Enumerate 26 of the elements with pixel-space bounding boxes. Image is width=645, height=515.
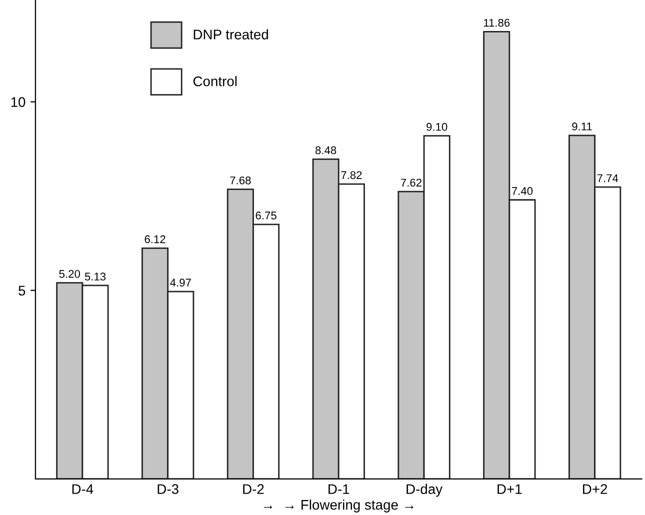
text: 7.82 — [341, 171, 362, 180]
x-tick-label: D-4 — [72, 484, 94, 494]
text: 6.12 — [144, 235, 166, 244]
x-tick-label: D-3 — [158, 484, 178, 494]
x-tick-label: D+1 — [498, 484, 522, 494]
text: 7.74 — [597, 174, 618, 182]
y-tick-label: 10 — [11, 97, 26, 107]
x-axis-title: → → Flowering stage → — [264, 500, 414, 512]
text: 7.62 — [400, 178, 422, 187]
x-tick-label: D-1 — [328, 484, 350, 494]
text: 8.48 — [315, 146, 336, 154]
legend-label: DNP treated — [194, 29, 268, 40]
text: 7.68 — [230, 176, 251, 184]
text: 7.40 — [512, 187, 533, 195]
x-tick-label: D-day — [406, 484, 443, 497]
text: 9.11 — [572, 122, 592, 130]
text: 4.97 — [170, 278, 191, 287]
x-tick-label: D-2 — [243, 484, 264, 494]
text: 5.20 — [59, 270, 80, 278]
text: 11.86 — [484, 18, 510, 27]
x-tick-label: D+2 — [583, 484, 608, 494]
text: 6.75 — [256, 212, 276, 220]
legend-label: Control — [193, 76, 237, 86]
text: 9.10 — [426, 122, 448, 131]
y-tick-label: 5 — [18, 286, 26, 296]
text: 5.13 — [84, 272, 106, 281]
